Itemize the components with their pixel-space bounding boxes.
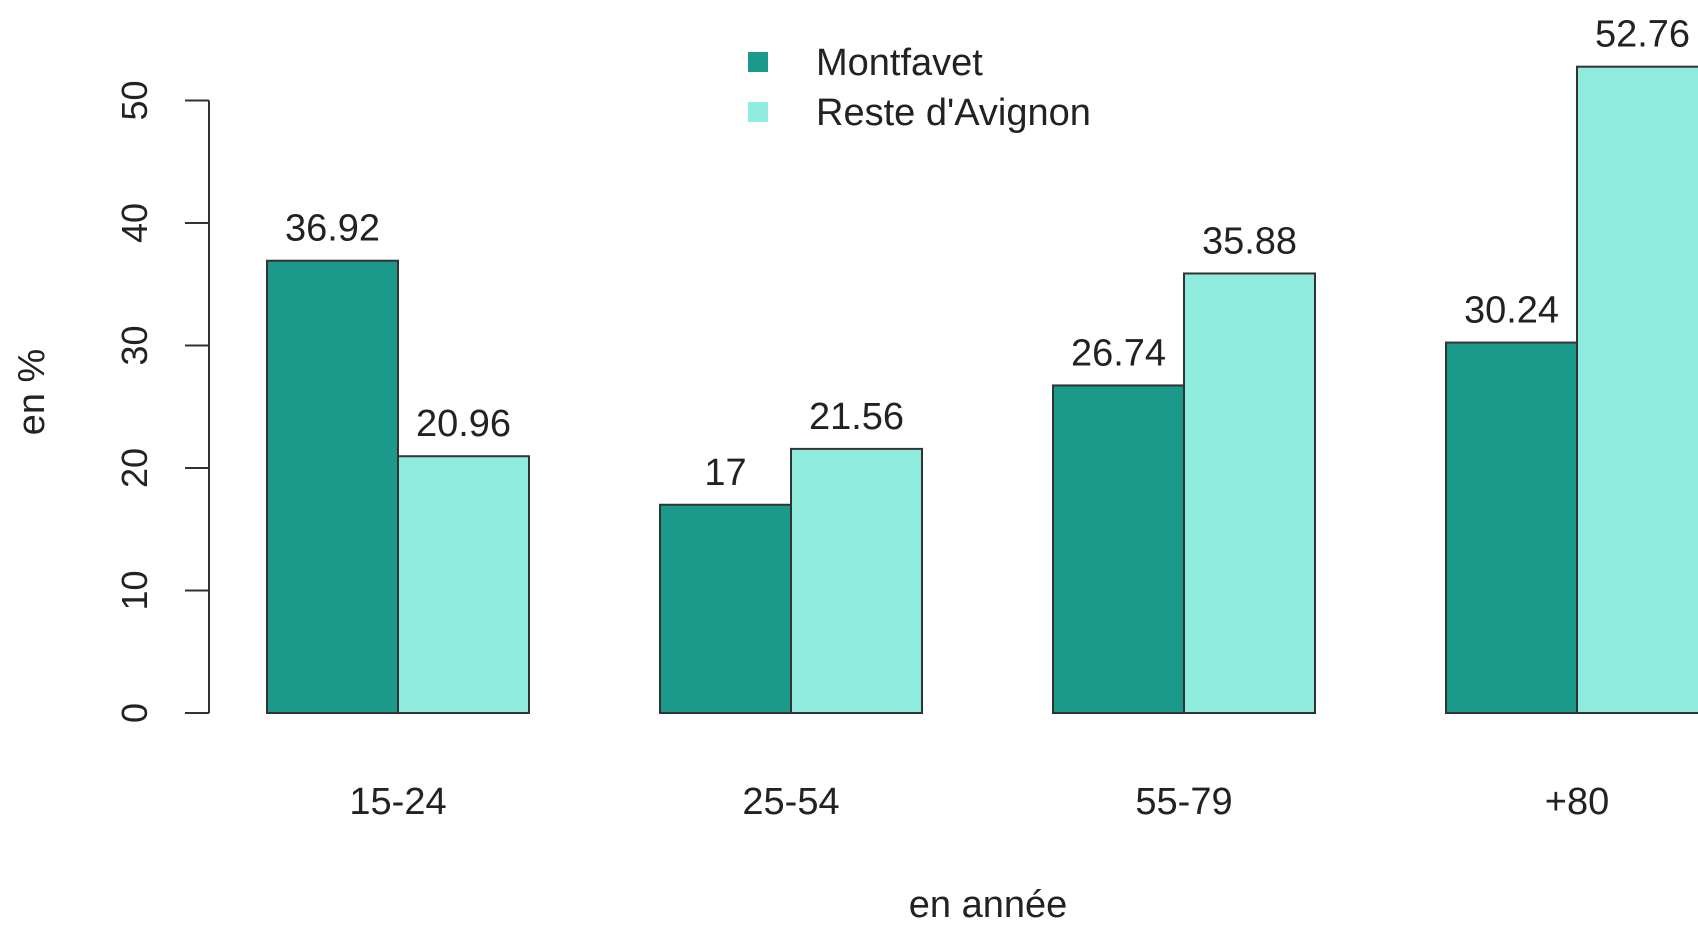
x-axis: 15-24 25-54 55-79 +80 bbox=[349, 781, 1609, 823]
y-tick-label: 30 bbox=[114, 325, 155, 365]
bar bbox=[266, 259, 399, 714]
data-label: 21.56 bbox=[809, 396, 904, 438]
x-tick-label: 25-54 bbox=[742, 781, 839, 823]
y-axis-title: en % bbox=[11, 349, 53, 436]
bars bbox=[266, 65, 1698, 714]
x-axis-title: en année bbox=[909, 884, 1068, 925]
bar bbox=[1576, 65, 1698, 714]
y-tick-label: 50 bbox=[114, 80, 155, 120]
x-tick-label: 15-24 bbox=[349, 781, 446, 823]
bar bbox=[397, 455, 530, 714]
value-labels: 36.92 20.96 17 21.56 26.74 35.88 30.24 52.76 bbox=[285, 14, 1690, 494]
x-tick-label: 55-79 bbox=[1135, 781, 1232, 823]
legend-label: Montfavet bbox=[816, 42, 983, 84]
data-label: 20.96 bbox=[416, 403, 511, 445]
data-label: 35.88 bbox=[1202, 220, 1297, 262]
legend-label: Reste d'Avignon bbox=[816, 92, 1091, 134]
data-label: 52.76 bbox=[1595, 14, 1690, 56]
data-label: 17 bbox=[704, 452, 746, 494]
y-tick-label: 0 bbox=[114, 703, 155, 723]
data-label: 36.92 bbox=[285, 208, 380, 250]
y-axis: 0 10 20 30 40 50 bbox=[114, 80, 210, 723]
data-label: 30.24 bbox=[1464, 290, 1559, 332]
legend-swatch bbox=[748, 102, 768, 122]
y-tick-label: 40 bbox=[114, 203, 155, 243]
bar bbox=[1052, 384, 1185, 714]
bar bbox=[659, 503, 792, 714]
bar bbox=[1183, 272, 1316, 714]
bar bbox=[1445, 341, 1578, 714]
y-tick-label: 10 bbox=[114, 570, 155, 610]
x-tick-label: +80 bbox=[1545, 781, 1609, 823]
legend-swatch bbox=[748, 52, 768, 72]
bar bbox=[790, 447, 923, 714]
y-tick-label: 20 bbox=[114, 448, 155, 488]
legend: Montfavet Reste d'Avignon bbox=[748, 42, 1091, 134]
data-label: 26.74 bbox=[1071, 332, 1166, 374]
